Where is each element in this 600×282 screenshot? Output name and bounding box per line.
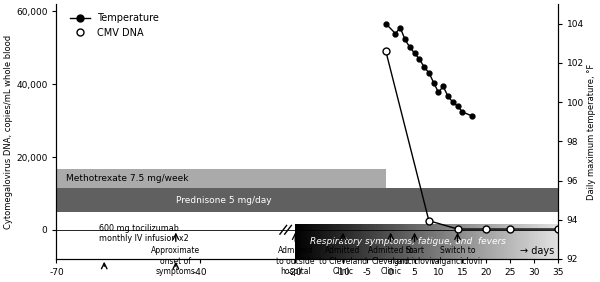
Y-axis label: Daily maximum temperature, °F: Daily maximum temperature, °F — [587, 63, 596, 200]
Text: Respiratory symptoms, fatigue, and  fevers: Respiratory symptoms, fatigue, and fever… — [310, 237, 506, 246]
Text: Prednisone 5 mg/day: Prednisone 5 mg/day — [176, 196, 271, 205]
Legend: Temperature, CMV DNA: Temperature, CMV DNA — [67, 9, 163, 42]
Y-axis label: Cytomegalovirus DNA, copies/mL whole blood: Cytomegalovirus DNA, copies/mL whole blo… — [4, 34, 13, 229]
Text: Admitted to
Cleveland
Clinic: Admitted to Cleveland Clinic — [368, 246, 413, 276]
Text: Approximate
onset of
symptoms: Approximate onset of symptoms — [151, 246, 200, 276]
Text: Methotrexate 7.5 mg/week: Methotrexate 7.5 mg/week — [66, 174, 188, 183]
Text: Start
ganciclovir: Start ganciclovir — [394, 246, 436, 266]
Text: Switch to
valganciclovir: Switch to valganciclovir — [431, 246, 484, 266]
Text: Admitted
to Cleveland
Clinic: Admitted to Cleveland Clinic — [319, 246, 367, 276]
Text: Admitted
to outside
hospital: Admitted to outside hospital — [276, 246, 314, 276]
Text: 600 mg tocilizumab
monthly IV infusion x2: 600 mg tocilizumab monthly IV infusion x… — [100, 224, 189, 243]
Text: → days: → days — [520, 246, 554, 256]
